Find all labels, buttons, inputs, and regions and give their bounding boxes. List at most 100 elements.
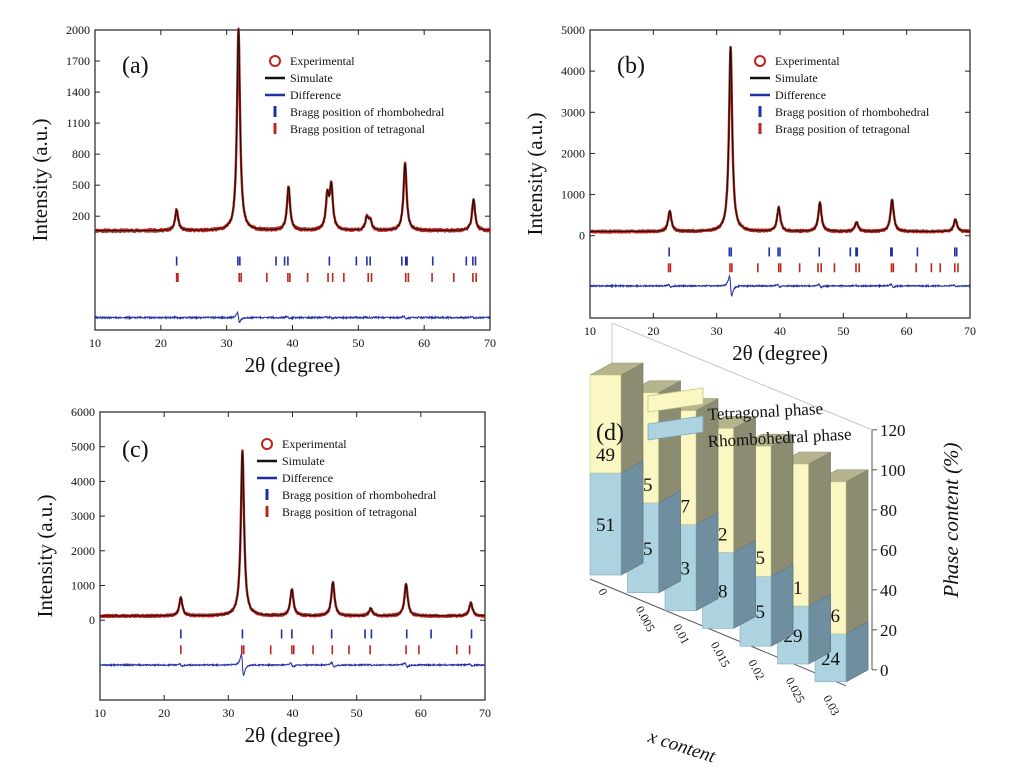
- y-tick-label: 5000: [561, 23, 585, 37]
- bar-side-face-rhombohedral: [658, 490, 681, 594]
- x-tick-label: 0.03: [820, 693, 842, 718]
- bar-side-face-rhombohedral: [733, 539, 756, 629]
- bar-value-rhombohedral: 51: [596, 515, 615, 536]
- back-top-edge: [611, 322, 873, 431]
- x-axis-label: 2θ (degree): [245, 353, 341, 377]
- difference-series: [99, 653, 486, 677]
- y-axis-label: Phase content (%): [939, 442, 963, 598]
- x-tick-label: 70: [964, 324, 976, 338]
- panel-label: (d): [596, 420, 624, 446]
- y-tick-label: 1700: [66, 54, 90, 68]
- y-tick-label: 2000: [561, 146, 585, 160]
- x-tick-label: 20: [647, 324, 659, 338]
- y-tick-label: 5000: [71, 440, 95, 454]
- x-tick-label: 10: [584, 324, 596, 338]
- panel-label: (a): [122, 53, 149, 79]
- x-tick-label: 60: [415, 706, 427, 720]
- x-tick-label: 40: [287, 336, 299, 350]
- bar-side-face-rhombohedral: [695, 512, 719, 612]
- x-tick-label: 0.015: [708, 639, 733, 669]
- x-tick-label: 0.005: [633, 604, 658, 634]
- x-axis-line: [589, 578, 847, 687]
- x-axis-label: x content: [645, 726, 719, 768]
- x-tick-label: 50: [837, 324, 849, 338]
- y-tick-label: 0: [579, 229, 585, 243]
- panel-b: 10 20 30 40 50 60 70 0 1000 2000 3000 4000 5000 2θ (d…: [523, 23, 976, 365]
- y-tick-label: 1000: [71, 578, 95, 592]
- legend-entry: Bragg position of rhombohedral: [282, 488, 437, 502]
- x-tick-label: 40: [287, 706, 299, 720]
- legend-entry: Difference: [282, 471, 333, 485]
- x-axis-label: 2θ (degree): [245, 723, 341, 747]
- legend-entry: Difference: [290, 88, 341, 102]
- y-tick-label: 1100: [66, 116, 90, 130]
- x-tick-label: 0.01: [670, 621, 692, 646]
- difference-series: [589, 274, 971, 297]
- legend-entry: Simulate: [290, 71, 333, 85]
- bar-side-face-rhombohedral: [620, 460, 644, 576]
- y-tick-label: 2000: [66, 23, 90, 37]
- bar-rhombohedral: [589, 472, 622, 576]
- legend-entry: Bragg position of tetragonal: [290, 122, 426, 136]
- y-tick-label: 3000: [71, 509, 95, 523]
- y-tick-label: 4000: [71, 474, 95, 488]
- difference-series: [94, 310, 491, 324]
- simulate-series: [95, 28, 491, 232]
- x-axis-label: 2θ (degree): [732, 341, 828, 365]
- x-tick-label: 20: [158, 706, 170, 720]
- legend: Experimental Simulate Difference Bragg posi…: [257, 437, 437, 519]
- y-tick-label: 4000: [561, 64, 585, 78]
- legend-entry: Experimental: [775, 54, 840, 68]
- x-tick-label: 10: [94, 706, 106, 720]
- panel-label: (c): [122, 437, 149, 463]
- legend-rhombohedral-swatch: [647, 415, 704, 441]
- y-tick-label: 40: [880, 581, 897, 600]
- y-axis-label: Intensity (a.u.): [28, 118, 52, 241]
- legend-entry: Simulate: [282, 454, 325, 468]
- bar-side-face-rhombohedral: [808, 593, 831, 665]
- y-tick-label: 800: [72, 147, 90, 161]
- legend-entry: Difference: [775, 88, 826, 102]
- x-tick-label: 0: [595, 586, 610, 598]
- legend-entry: Tetragonal phase: [707, 399, 823, 424]
- panel-label: (b): [617, 53, 645, 79]
- bar-side-face-rhombohedral: [770, 563, 794, 647]
- legend-entry: Experimental: [282, 437, 347, 451]
- x-tick-label: 60: [418, 336, 430, 350]
- x-tick-label: 30: [222, 706, 234, 720]
- y-tick-label: 20: [880, 621, 897, 640]
- legend-experimental-marker: [754, 55, 766, 67]
- bar-tetragonal: [589, 374, 622, 474]
- panel-a: 10 20 30 40 50 60 70 200 500 800 1100 1400 1700 2000 2…: [28, 23, 496, 377]
- y-tick-label: 120: [880, 421, 906, 440]
- legend-entry: Bragg position of tetragonal: [282, 505, 418, 519]
- x-tick-label: 60: [901, 324, 913, 338]
- legend-tetragonal-swatch: [647, 387, 704, 413]
- simulate-series: [590, 46, 971, 233]
- x-tick-label: 30: [221, 336, 233, 350]
- y-tick-label: 100: [880, 461, 906, 480]
- y-tick-label: 0: [89, 613, 95, 627]
- x-tick-label: 70: [479, 706, 491, 720]
- x-tick-label: 0.02: [745, 657, 767, 682]
- x-tick-label: 50: [352, 336, 364, 350]
- legend-entry: Simulate: [775, 71, 818, 85]
- bar-value-tetragonal: 49: [596, 445, 615, 466]
- legend-experimental-marker: [261, 438, 273, 450]
- simulate-series: [100, 451, 486, 617]
- x-tick-label: 70: [484, 336, 496, 350]
- panel-c: 10 20 30 40 50 60 70 0 1000 2000 3000 4000 5000 6000 2…: [33, 405, 491, 747]
- x-tick-label: 30: [711, 324, 723, 338]
- y-tick-label: 200: [72, 209, 90, 223]
- y-tick-label: 3000: [561, 105, 585, 119]
- y-tick-label: 0: [880, 661, 889, 680]
- legend-entry: Experimental: [290, 54, 355, 68]
- y-tick-label: 1000: [561, 188, 585, 202]
- x-tick-label: 50: [351, 706, 363, 720]
- x-tick-label: 20: [155, 336, 167, 350]
- x-tick-label: 10: [89, 336, 101, 350]
- y-axis-label: Intensity (a.u.): [523, 112, 547, 235]
- legend-experimental-marker: [269, 55, 281, 67]
